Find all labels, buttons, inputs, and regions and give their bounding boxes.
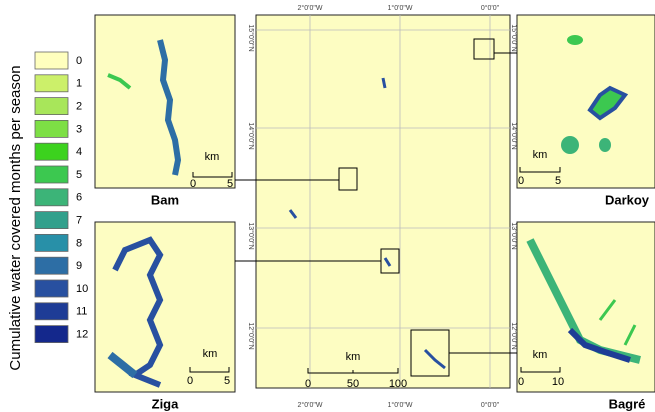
panel-name: Bam xyxy=(151,192,179,207)
legend-label: 10 xyxy=(76,283,88,295)
panel-name: Bagré xyxy=(609,396,646,411)
scale-tick: 50 xyxy=(347,378,359,390)
lat-label: 14°0'0"N xyxy=(510,122,518,149)
legend-swatch xyxy=(35,120,68,137)
legend-swatch xyxy=(35,303,68,320)
scale-unit: km xyxy=(203,348,218,360)
lat-label: 14°0'0"N xyxy=(247,122,255,149)
scale-unit: km xyxy=(533,149,548,161)
scale-tick: 10 xyxy=(552,376,564,388)
legend-label: 8 xyxy=(76,237,82,249)
scale-tick: 5 xyxy=(555,175,561,187)
scale-tick: 5 xyxy=(224,375,230,387)
lon-label: 0°0'0" xyxy=(481,4,500,12)
scale-tick: 100 xyxy=(389,378,407,390)
legend-label: 0 xyxy=(76,55,82,67)
lon-label: 1°0'0"W xyxy=(388,401,413,409)
panel-frame xyxy=(517,15,655,188)
legend-label: 4 xyxy=(76,146,82,158)
main-map xyxy=(256,15,510,388)
legend: Cumulative water covered months per seas… xyxy=(7,52,88,371)
legend-label: 5 xyxy=(76,169,82,181)
legend-label: 9 xyxy=(76,260,82,272)
legend-swatch xyxy=(35,52,68,69)
panel-name: Darkoy xyxy=(605,192,650,207)
scale-unit: km xyxy=(346,351,361,363)
legend-title: Cumulative water covered months per seas… xyxy=(7,65,24,370)
scale-tick: 5 xyxy=(227,178,233,190)
panel-frame xyxy=(95,222,235,392)
lon-label: 0°0'0" xyxy=(481,401,500,409)
scale-tick: 0 xyxy=(190,178,196,190)
scale-tick: 0 xyxy=(187,375,193,387)
lake xyxy=(561,136,579,154)
legend-swatch xyxy=(35,75,68,92)
lake xyxy=(599,138,611,152)
lake xyxy=(567,35,583,45)
legend-label: 6 xyxy=(76,192,82,204)
legend-label: 7 xyxy=(76,215,82,227)
legend-swatch xyxy=(35,166,68,183)
panel-name: Ziga xyxy=(152,396,179,411)
scale-tick: 0 xyxy=(518,376,524,388)
legend-swatch xyxy=(35,189,68,206)
legend-label: 3 xyxy=(76,123,82,135)
legend-swatch xyxy=(35,257,68,274)
scale-unit: km xyxy=(533,349,548,361)
lat-label: 15°0'0"N xyxy=(510,24,518,51)
legend-label: 2 xyxy=(76,101,82,113)
legend-swatch xyxy=(35,212,68,229)
lon-label: 2°0'0"W xyxy=(298,401,323,409)
legend-swatch xyxy=(35,234,68,251)
lon-label: 1°0'0"W xyxy=(388,4,413,12)
figure: Cumulative water covered months per seas… xyxy=(0,0,655,412)
legend-swatch xyxy=(35,143,68,160)
legend-label: 12 xyxy=(76,329,88,341)
lat-label: 12°0'0"N xyxy=(247,322,255,349)
legend-swatch xyxy=(35,98,68,115)
lat-label: 13°0'0"N xyxy=(510,222,518,249)
lat-label: 15°0'0"N xyxy=(247,24,255,51)
legend-swatch xyxy=(35,326,68,343)
scale-tick: 0 xyxy=(518,175,524,187)
scale-tick: 0 xyxy=(305,378,311,390)
legend-swatch xyxy=(35,280,68,297)
lat-label: 13°0'0"N xyxy=(247,222,255,249)
lon-label: 2°0'0"W xyxy=(298,4,323,12)
lat-label: 12°0'0"N xyxy=(510,322,518,349)
legend-label: 11 xyxy=(76,306,87,318)
legend-label: 1 xyxy=(76,78,82,90)
scale-unit: km xyxy=(205,151,220,163)
